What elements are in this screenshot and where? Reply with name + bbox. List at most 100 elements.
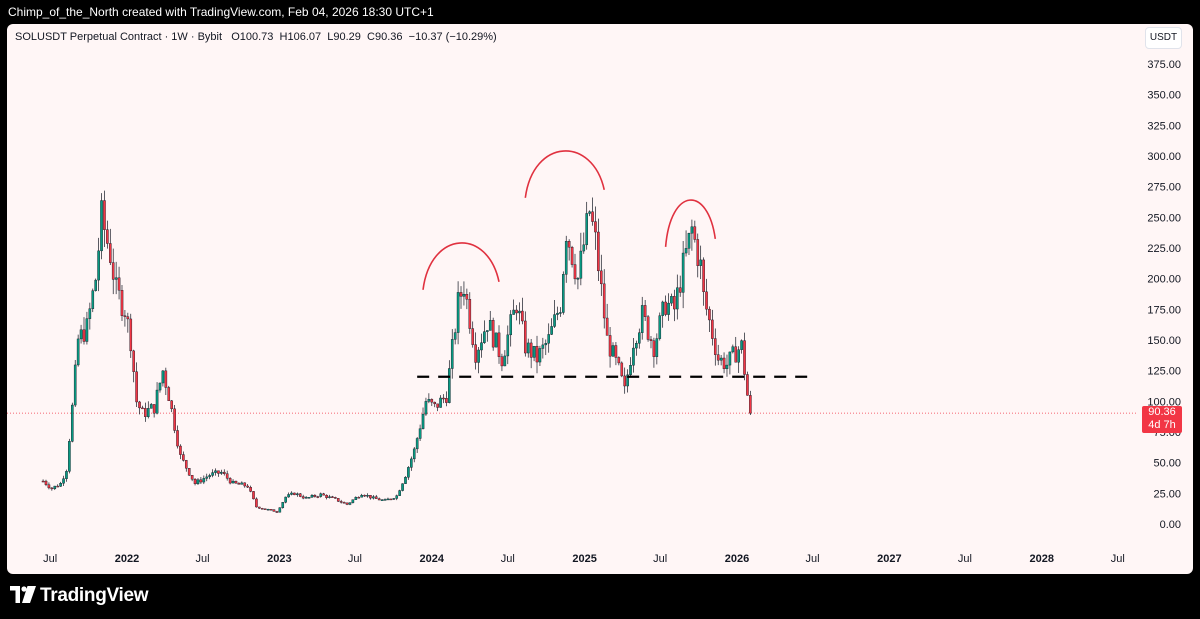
candle [88, 302, 92, 330]
candle [44, 479, 48, 487]
candle-body [497, 332, 501, 357]
candle [354, 496, 358, 500]
candle [465, 288, 469, 310]
candle-body [564, 241, 568, 275]
candle [82, 317, 86, 345]
candle-body [380, 499, 384, 501]
candle-body [50, 487, 54, 490]
candle-body [640, 305, 644, 333]
candle [377, 497, 381, 501]
candle [524, 311, 527, 357]
candle [623, 367, 626, 394]
candle-body [453, 332, 457, 340]
close-value: C90.36 [367, 31, 403, 43]
candle-body [673, 296, 676, 310]
candle-body [597, 231, 600, 272]
candle [293, 492, 296, 496]
candle [477, 347, 480, 374]
candle-body [538, 348, 542, 363]
candle-body [108, 243, 112, 263]
candle [658, 312, 662, 341]
footer-bar: TradingView [0, 574, 1200, 619]
tradingview-brand[interactable]: TradingView [40, 585, 149, 606]
candle [591, 197, 594, 226]
candle-body [532, 345, 536, 358]
candle [655, 333, 659, 365]
candle-body [450, 339, 454, 369]
candle [260, 507, 264, 510]
candle-body [225, 473, 229, 479]
candle-body [152, 404, 156, 414]
candle [480, 333, 483, 358]
candle [313, 494, 317, 498]
candle [576, 276, 580, 290]
x-axis-tick-label: Jul [196, 553, 210, 565]
candle [202, 475, 206, 485]
candle-body [79, 329, 83, 340]
candle [430, 398, 434, 407]
candle-body [255, 498, 258, 508]
candle-body [231, 480, 235, 484]
top-banner: Chimp_of_the_North created with TradingV… [0, 0, 1200, 24]
x-axis-tick-label: Jul [958, 553, 972, 565]
candle [670, 293, 673, 307]
candle-body [263, 508, 267, 510]
candle [728, 351, 732, 375]
candle [217, 470, 220, 477]
currency-button[interactable]: USDT [1145, 27, 1182, 49]
candle-body [301, 496, 305, 499]
candle [693, 220, 697, 243]
candle-body [59, 483, 62, 487]
candle [509, 310, 513, 347]
candle [129, 313, 133, 358]
candle [108, 228, 112, 266]
candle [708, 306, 711, 332]
candle-body [316, 496, 320, 498]
candle-body [699, 259, 702, 266]
chart-canvas[interactable]: 375.00 350.00 325.00 300.00 275.00 250.00 225.… [7, 24, 1193, 574]
candle [246, 484, 249, 488]
candle-body [193, 478, 197, 485]
candle-body [509, 314, 513, 336]
candle [401, 483, 404, 492]
candle [588, 210, 591, 217]
candle [740, 339, 743, 354]
candle-body [743, 340, 746, 375]
x-axis-tick-label: 2027 [877, 553, 901, 565]
candle-body [620, 362, 624, 377]
candle [500, 353, 504, 372]
candle [442, 394, 445, 404]
candle [307, 496, 311, 499]
candle-body [486, 330, 489, 332]
candle-body [222, 471, 226, 474]
candle-body [374, 496, 378, 499]
candle-body [474, 344, 477, 363]
candle-body [237, 482, 241, 485]
candle-body [176, 430, 179, 447]
candle-body [65, 471, 68, 479]
candle [494, 332, 498, 348]
candle [661, 300, 664, 328]
candle [746, 371, 749, 396]
chart-panel[interactable]: 375.00 350.00 325.00 300.00 275.00 250.00 225.… [7, 24, 1193, 574]
candle-body [389, 498, 393, 501]
candle-body [483, 331, 486, 343]
candle-body [412, 448, 416, 460]
candle-body [278, 507, 282, 513]
candle [50, 487, 54, 491]
candle-body [737, 349, 740, 363]
candle [281, 501, 285, 509]
candle [389, 498, 393, 501]
y-axis-tick-label: 0.00 [1160, 519, 1181, 531]
candle-body [731, 346, 735, 353]
candle-body [678, 287, 682, 293]
candle [100, 193, 103, 260]
candle [632, 337, 635, 373]
pattern-arc-head [524, 150, 606, 198]
candle-body [260, 508, 264, 510]
candle [646, 315, 650, 342]
candle-body [424, 401, 428, 415]
candle-body [518, 310, 521, 314]
candle-body [202, 478, 206, 483]
candle [468, 292, 472, 334]
